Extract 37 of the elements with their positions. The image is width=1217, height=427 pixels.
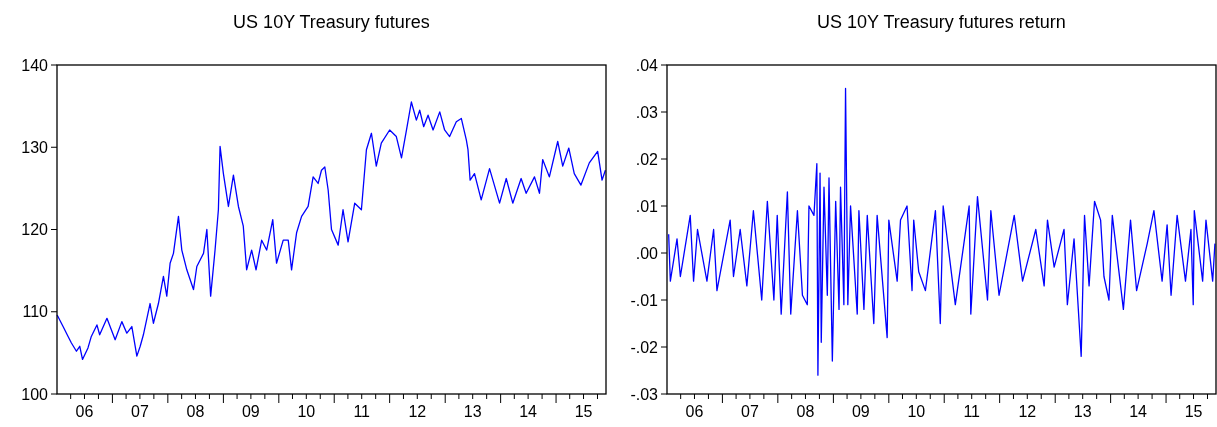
x-tick-label: 12 [408,403,427,420]
y-tick-label: 120 [21,221,49,239]
x-tick-label: 15 [574,403,593,420]
y-tick-label: 100 [21,385,49,403]
x-tick-label: 13 [1073,403,1092,420]
x-tick-label: 07 [741,403,759,420]
y-tick-label: .04 [635,56,659,74]
y-tick-label: -.02 [630,338,659,356]
x-tick-label: 09 [241,403,260,420]
x-tick-label: 14 [1129,403,1148,420]
y-tick-label: 140 [21,56,49,74]
x-tick-label: 08 [796,403,815,420]
line-series [668,87,1216,376]
line-series [56,101,607,361]
x-tick-label: 13 [463,403,482,420]
y-tick-label: -.03 [630,385,659,403]
x-tick-label: 11 [353,403,371,420]
y-tick-label: 130 [21,138,49,156]
y-tick-label: -.01 [630,291,659,309]
x-tick-label: 06 [75,403,94,420]
chart-title: US 10Y Treasury futures [233,12,430,32]
x-tick-label: 14 [519,403,538,420]
x-tick-label: 10 [907,403,926,420]
x-tick-label: 09 [851,403,870,420]
x-tick-label: 07 [131,403,149,420]
y-tick-label: 110 [22,303,49,321]
x-tick-label: 06 [685,403,704,420]
x-tick-label: 11 [963,403,981,420]
y-tick-label: .03 [635,103,659,121]
x-tick-label: 12 [1018,403,1037,420]
chart-title: US 10Y Treasury futures return [817,12,1066,32]
x-tick-label: 08 [186,403,205,420]
y-tick-label: .01 [635,197,659,215]
x-tick-label: 10 [297,403,316,420]
y-tick-label: .02 [635,150,659,168]
x-tick-label: 15 [1184,403,1203,420]
y-tick-label: .00 [635,244,659,262]
